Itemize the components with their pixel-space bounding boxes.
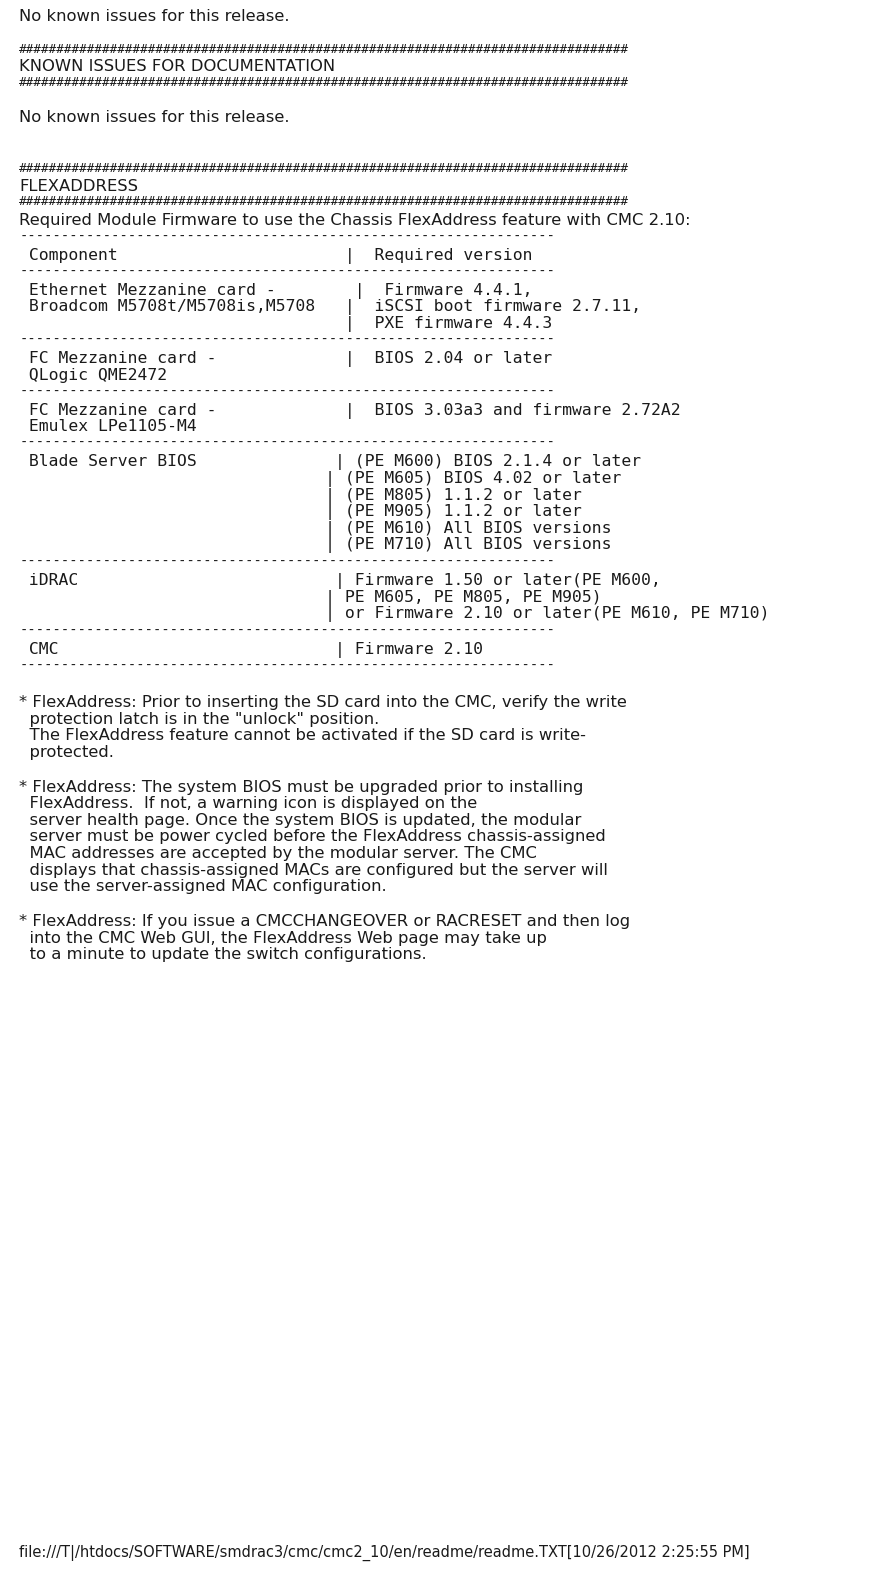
Text: * FlexAddress: Prior to inserting the SD card into the CMC, verify the write: * FlexAddress: Prior to inserting the SD…	[19, 695, 627, 709]
Text: ################################################################################: ########################################…	[19, 43, 629, 55]
Text: ----------------------------------------------------------------: ----------------------------------------…	[19, 556, 556, 568]
Text: ----------------------------------------------------------------: ----------------------------------------…	[19, 230, 556, 244]
Text: | (PE M605) BIOS 4.02 or later: | (PE M605) BIOS 4.02 or later	[19, 472, 622, 488]
Text: FC Mezzanine card -             |  BIOS 2.04 or later: FC Mezzanine card - | BIOS 2.04 or later	[19, 351, 553, 367]
Text: The FlexAddress feature cannot be activated if the SD card is write-: The FlexAddress feature cannot be activa…	[19, 728, 587, 742]
Text: * FlexAddress: If you issue a CMCCHANGEOVER or RACRESET and then log: * FlexAddress: If you issue a CMCCHANGEO…	[19, 915, 631, 929]
Text: ----------------------------------------------------------------: ----------------------------------------…	[19, 435, 556, 450]
Text: ----------------------------------------------------------------: ----------------------------------------…	[19, 659, 556, 673]
Text: Ethernet Mezzanine card -        |  Firmware 4.4.1,: Ethernet Mezzanine card - | Firmware 4.4…	[19, 282, 533, 299]
Text: MAC addresses are accepted by the modular server. The CMC: MAC addresses are accepted by the modula…	[19, 845, 537, 861]
Text: |  PXE firmware 4.4.3: | PXE firmware 4.4.3	[19, 317, 553, 332]
Text: to a minute to update the switch configurations.: to a minute to update the switch configu…	[19, 947, 427, 962]
Text: | (PE M905) 1.1.2 or later: | (PE M905) 1.1.2 or later	[19, 505, 582, 521]
Text: FlexAddress.  If not, a warning icon is displayed on the: FlexAddress. If not, a warning icon is d…	[19, 796, 478, 810]
Text: ----------------------------------------------------------------: ----------------------------------------…	[19, 624, 556, 638]
Text: ################################################################################: ########################################…	[19, 163, 629, 176]
Text: | (PE M710) All BIOS versions: | (PE M710) All BIOS versions	[19, 538, 612, 554]
Text: protection latch is in the "unlock" position.: protection latch is in the "unlock" posi…	[19, 712, 380, 727]
Text: ----------------------------------------------------------------: ----------------------------------------…	[19, 334, 556, 347]
Text: | (PE M805) 1.1.2 or later: | (PE M805) 1.1.2 or later	[19, 488, 582, 503]
Text: Blade Server BIOS              | (PE M600) BIOS 2.1.4 or later: Blade Server BIOS | (PE M600) BIOS 2.1.4…	[19, 454, 642, 470]
Text: ################################################################################: ########################################…	[19, 195, 629, 207]
Text: CMC                            | Firmware 2.10: CMC | Firmware 2.10	[19, 643, 483, 659]
Text: Broadcom M5708t/M5708is,M5708   |  iSCSI boot firmware 2.7.11,: Broadcom M5708t/M5708is,M5708 | iSCSI bo…	[19, 299, 642, 315]
Text: * FlexAddress: The system BIOS must be upgraded prior to installing: * FlexAddress: The system BIOS must be u…	[19, 780, 584, 795]
Text: Emulex LPe1105-M4: Emulex LPe1105-M4	[19, 419, 197, 434]
Text: Component                       |  Required version: Component | Required version	[19, 247, 533, 264]
Text: ################################################################################: ########################################…	[19, 76, 629, 89]
Text: iDRAC                          | Firmware 1.50 or later(PE M600,: iDRAC | Firmware 1.50 or later(PE M600,	[19, 573, 661, 589]
Text: displays that chassis-assigned MACs are configured but the server will: displays that chassis-assigned MACs are …	[19, 863, 608, 877]
Text: server must be power cycled before the FlexAddress chassis-assigned: server must be power cycled before the F…	[19, 829, 606, 844]
Text: | or Firmware 2.10 or later(PE M610, PE M710): | or Firmware 2.10 or later(PE M610, PE …	[19, 606, 770, 622]
Text: QLogic QME2472: QLogic QME2472	[19, 369, 167, 383]
Text: FC Mezzanine card -             |  BIOS 3.03a3 and firmware 2.72A2: FC Mezzanine card - | BIOS 3.03a3 and fi…	[19, 402, 681, 419]
Text: protected.: protected.	[19, 746, 114, 760]
Text: | (PE M610) All BIOS versions: | (PE M610) All BIOS versions	[19, 521, 612, 537]
Text: use the server-assigned MAC configuration.: use the server-assigned MAC configuratio…	[19, 880, 387, 894]
Text: server health page. Once the system BIOS is updated, the modular: server health page. Once the system BIOS…	[19, 814, 581, 828]
Text: ----------------------------------------------------------------: ----------------------------------------…	[19, 264, 556, 279]
Text: KNOWN ISSUES FOR DOCUMENTATION: KNOWN ISSUES FOR DOCUMENTATION	[19, 60, 335, 74]
Text: | PE M605, PE M805, PE M905): | PE M605, PE M805, PE M905)	[19, 590, 602, 606]
Text: Required Module Firmware to use the Chassis FlexAddress feature with CMC 2.10:: Required Module Firmware to use the Chas…	[19, 212, 691, 228]
Text: No known issues for this release.: No known issues for this release.	[19, 111, 290, 125]
Text: file:///T|/htdocs/SOFTWARE/smdrac3/cmc/cmc2_10/en/readme/readme.TXT[10/26/2012 2: file:///T|/htdocs/SOFTWARE/smdrac3/cmc/c…	[19, 1545, 750, 1561]
Text: into the CMC Web GUI, the FlexAddress Web page may take up: into the CMC Web GUI, the FlexAddress We…	[19, 931, 547, 945]
Text: ----------------------------------------------------------------: ----------------------------------------…	[19, 385, 556, 399]
Text: FLEXADDRESS: FLEXADDRESS	[19, 179, 138, 193]
Text: No known issues for this release.: No known issues for this release.	[19, 9, 290, 24]
